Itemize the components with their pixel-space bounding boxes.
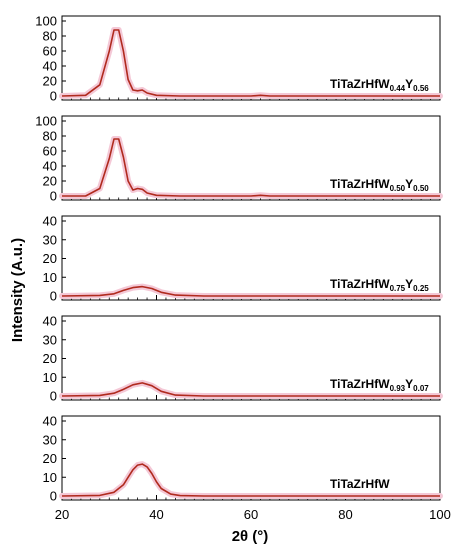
series-line (61, 29, 440, 97)
y-tick-label: 40 (43, 414, 57, 429)
y-axis-title: Intensity (A.u.) (9, 238, 26, 342)
sample-label-text: TiTaZrHfW (330, 377, 390, 391)
x-tick-label: 40 (149, 507, 163, 522)
y-tick-label: 20 (43, 351, 57, 366)
y-tick-label: 80 (43, 29, 57, 44)
y-tick-label: 20 (43, 251, 57, 266)
sample-label-text: TiTaZrHfW (330, 277, 390, 291)
y-tick-label: 10 (43, 270, 57, 285)
y-tick-label: 100 (35, 114, 57, 129)
y-tick-label: 10 (43, 470, 57, 485)
y-tick-label: 0 (50, 189, 57, 204)
sample-label: TiTaZrHfW0.93Y0.07 (330, 377, 429, 393)
y-tick-label: 20 (43, 451, 57, 466)
y-tick-label: 30 (43, 432, 57, 447)
panel-5: 0 10 20 30 40 TiTaZrHfW 20 40 60 80 100 (43, 414, 451, 523)
y-tick-label: 0 (50, 89, 57, 104)
y-tick-label: 10 (43, 370, 57, 385)
x-tick-label: 60 (244, 507, 258, 522)
panels: 020406080100TiTaZrHfW0.44Y0.560204060801… (35, 14, 451, 523)
y-tick-label: 40 (43, 214, 57, 229)
sample-label-text: TiTaZrHfW (330, 177, 390, 191)
y-tick-label: 40 (43, 159, 57, 174)
series-line (61, 382, 440, 397)
sample-label-subscript: 0.44 (390, 84, 406, 93)
sample-label-subscript: 0.50 (413, 184, 429, 193)
y-tick-label: 100 (35, 14, 57, 29)
sample-label-subscript: 0.07 (413, 384, 429, 393)
sample-label-text: Y (405, 77, 413, 91)
sample-label: TiTaZrHfW0.44Y0.56 (330, 77, 429, 93)
sample-label-text: Y (405, 377, 413, 391)
sample-label-subscript: 0.75 (390, 284, 406, 293)
y-tick-label: 30 (43, 332, 57, 347)
x-axis-title: 2θ (°) (232, 528, 269, 545)
sample-label-subscript: 0.50 (390, 184, 406, 193)
x-tick-label: 100 (429, 507, 451, 522)
panel-4: 0 10 20 30 40 TiTaZrHfW0.93Y0.07 (43, 314, 443, 404)
y-tick-label: 20 (43, 174, 57, 189)
y-tick-label: 40 (43, 314, 57, 329)
y-tick-label: 0 (50, 489, 57, 504)
series-line (61, 463, 440, 497)
series-line (61, 285, 440, 297)
y-tick-label: 20 (43, 74, 57, 89)
sample-label-text: Y (405, 177, 413, 191)
sample-label-text: Y (405, 277, 413, 291)
sample-label-text: TiTaZrHfW (330, 77, 390, 91)
sample-label: TiTaZrHfW0.50Y0.50 (330, 177, 429, 193)
x-tick-label: 20 (55, 507, 69, 522)
sample-label-subscript: 0.25 (413, 284, 429, 293)
y-tick-label: 60 (43, 44, 57, 59)
y-tick-label: 0 (50, 389, 57, 404)
sample-label: TiTaZrHfW (330, 477, 390, 491)
y-tick-label: 60 (43, 144, 57, 159)
y-tick-label: 0 (50, 289, 57, 304)
y-tick-label: 40 (43, 59, 57, 74)
series-line (62, 138, 440, 197)
x-tick-label: 80 (338, 507, 352, 522)
sample-label-subscript: 0.93 (390, 384, 406, 393)
sample-label-subscript: 0.56 (413, 84, 429, 93)
y-tick-label: 30 (43, 232, 57, 247)
panel-3: 0 10 20 30 40 TiTaZrHfW0.75Y0.25 (43, 214, 443, 304)
sample-label: TiTaZrHfW0.75Y0.25 (330, 277, 429, 293)
y-tick-label: 80 (43, 129, 57, 144)
sample-label-text: TiTaZrHfW (330, 477, 390, 491)
